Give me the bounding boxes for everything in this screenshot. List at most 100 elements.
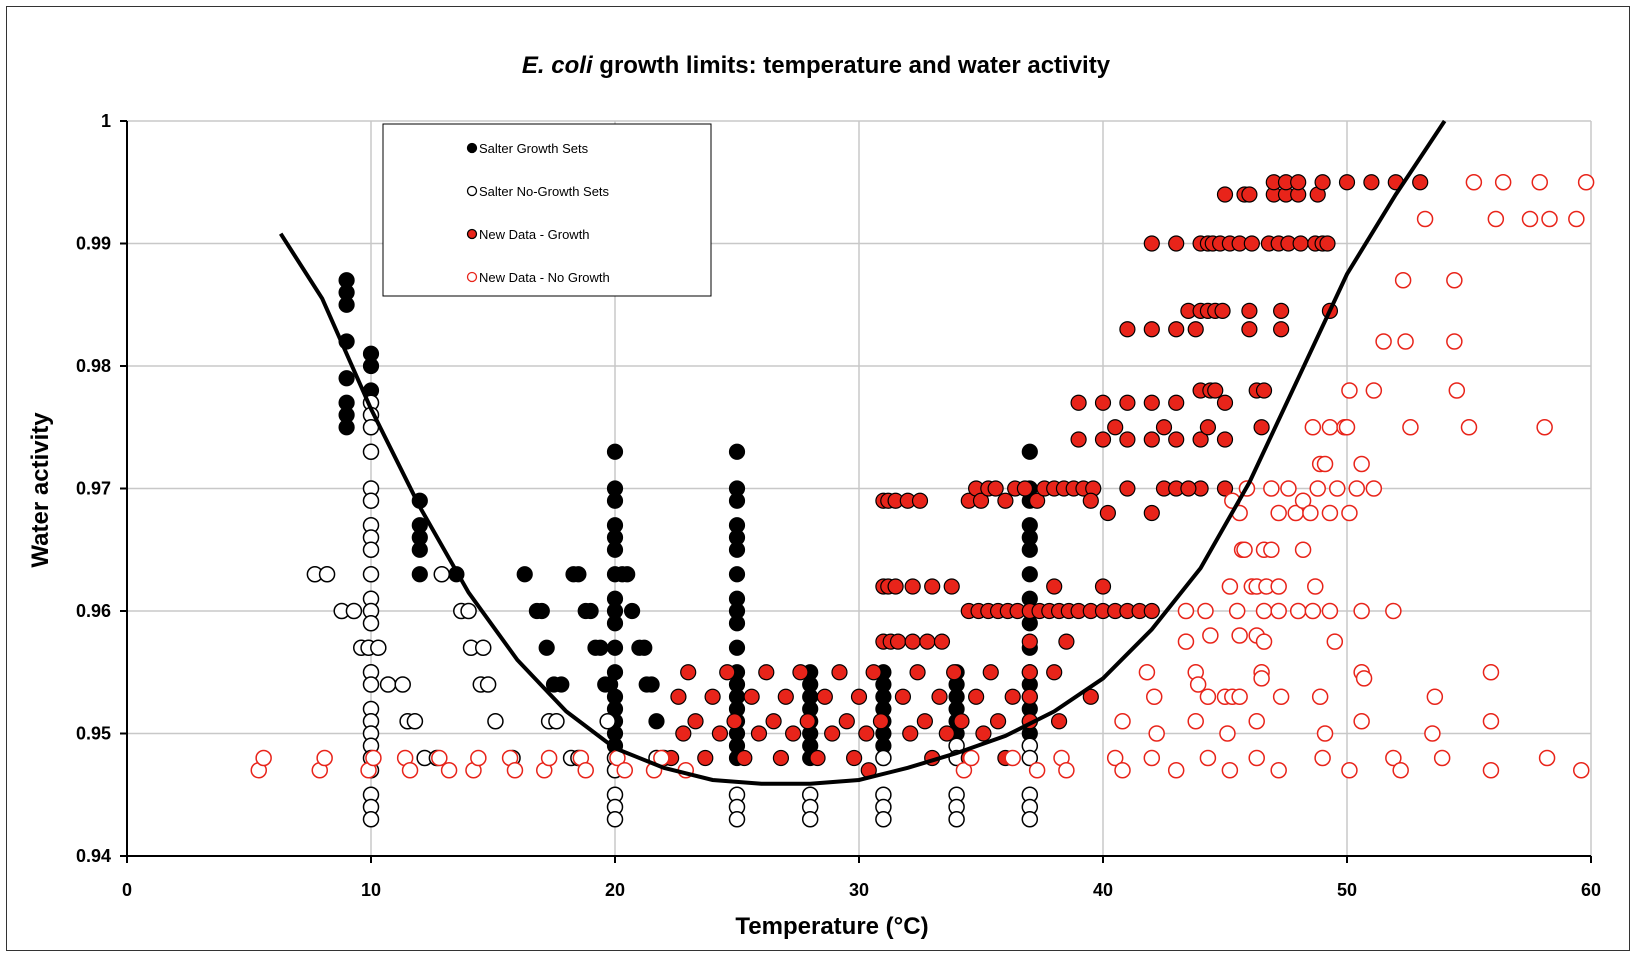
- data-point: [919, 633, 936, 650]
- data-point: [606, 639, 624, 656]
- data-point: [1070, 394, 1087, 411]
- data-point: [1099, 504, 1116, 522]
- data-point: [1412, 174, 1429, 191]
- data-point: [1314, 749, 1331, 767]
- data-point: [799, 713, 816, 730]
- data-point: [1304, 602, 1322, 620]
- data-point: [909, 664, 926, 681]
- data-point: [345, 602, 363, 620]
- data-point: [889, 633, 907, 650]
- legend-label: Salter Growth Sets: [479, 141, 589, 156]
- data-point: [728, 492, 746, 509]
- data-point: [1270, 504, 1287, 522]
- data-point: [606, 443, 624, 460]
- data-point: [728, 566, 746, 583]
- data-point: [1385, 602, 1402, 620]
- data-point: [487, 713, 504, 730]
- data-point: [924, 578, 941, 595]
- data-point: [948, 811, 965, 828]
- data-point: [1143, 504, 1160, 522]
- data-point: [1263, 480, 1280, 497]
- data-point: [1168, 235, 1185, 252]
- data-point: [831, 664, 848, 681]
- data-point: [606, 615, 624, 632]
- data-point: [623, 602, 641, 620]
- data-point: [577, 762, 594, 779]
- data-point: [411, 566, 428, 583]
- data-point: [955, 762, 973, 779]
- legend-box: [382, 123, 712, 297]
- data-point: [1248, 749, 1265, 767]
- data-point: [728, 615, 746, 632]
- data-point: [728, 811, 746, 828]
- data-point: [989, 713, 1007, 730]
- data-point: [548, 713, 565, 730]
- data-point: [1307, 578, 1324, 595]
- data-point: [636, 639, 653, 656]
- data-point: [1202, 627, 1219, 644]
- data-point: [792, 664, 809, 681]
- data-point: [1046, 578, 1063, 595]
- data-point: [1199, 749, 1217, 767]
- data-point: [1168, 431, 1185, 448]
- data-point: [1328, 480, 1346, 497]
- data-point: [1248, 713, 1265, 730]
- data-point: [675, 725, 692, 742]
- data-point: [1375, 333, 1392, 350]
- data-point: [1253, 419, 1270, 436]
- y-tick-label: 0.94: [76, 846, 111, 866]
- data-point: [858, 725, 875, 742]
- data-point: [1426, 688, 1444, 705]
- data-point: [1446, 333, 1463, 350]
- legend-label: New Data - Growth: [479, 227, 590, 242]
- data-point: [1143, 321, 1160, 338]
- data-point: [982, 664, 999, 681]
- data-point: [1289, 602, 1307, 620]
- data-point: [648, 713, 665, 730]
- data-point: [1294, 492, 1312, 509]
- data-point: [1270, 762, 1287, 779]
- data-point: [719, 664, 736, 681]
- data-point: [643, 676, 660, 693]
- data-point: [1189, 676, 1207, 693]
- data-point: [1219, 725, 1236, 742]
- data-point: [1263, 541, 1280, 558]
- axes: [120, 120, 1592, 863]
- y-axis-label: Water activity: [27, 412, 54, 568]
- data-point: [1143, 749, 1161, 767]
- data-point: [1221, 578, 1239, 595]
- data-point: [1221, 762, 1239, 779]
- data-point: [904, 578, 921, 595]
- data-point: [362, 357, 380, 375]
- data-point: [570, 566, 587, 583]
- chart-title: E. coli growth limits: temperature and w…: [522, 52, 1111, 79]
- data-point: [362, 443, 380, 460]
- data-point: [1255, 633, 1273, 650]
- data-point: [1302, 504, 1319, 522]
- data-point: [362, 541, 380, 558]
- data-point: [1021, 566, 1038, 583]
- series-2: [663, 174, 1429, 779]
- y-tick-label: 0.95: [76, 724, 111, 744]
- data-point: [887, 578, 904, 595]
- data-point: [616, 762, 634, 779]
- data-point: [1392, 762, 1409, 779]
- data-point: [1316, 455, 1334, 473]
- data-point: [1046, 664, 1063, 681]
- data-point: [1536, 419, 1553, 436]
- data-point: [670, 688, 687, 705]
- data-point: [1273, 302, 1290, 319]
- data-point: [1228, 602, 1246, 620]
- data-point: [1538, 749, 1556, 767]
- data-point: [318, 566, 336, 583]
- x-axis-label: Temperature (°C): [735, 913, 928, 940]
- data-point: [1290, 174, 1307, 191]
- data-point: [838, 713, 855, 730]
- data-point: [606, 492, 624, 509]
- data-point: [1316, 725, 1334, 742]
- data-point: [946, 664, 963, 681]
- data-point: [1021, 688, 1038, 705]
- data-point: [1572, 762, 1590, 779]
- data-point: [1241, 321, 1258, 338]
